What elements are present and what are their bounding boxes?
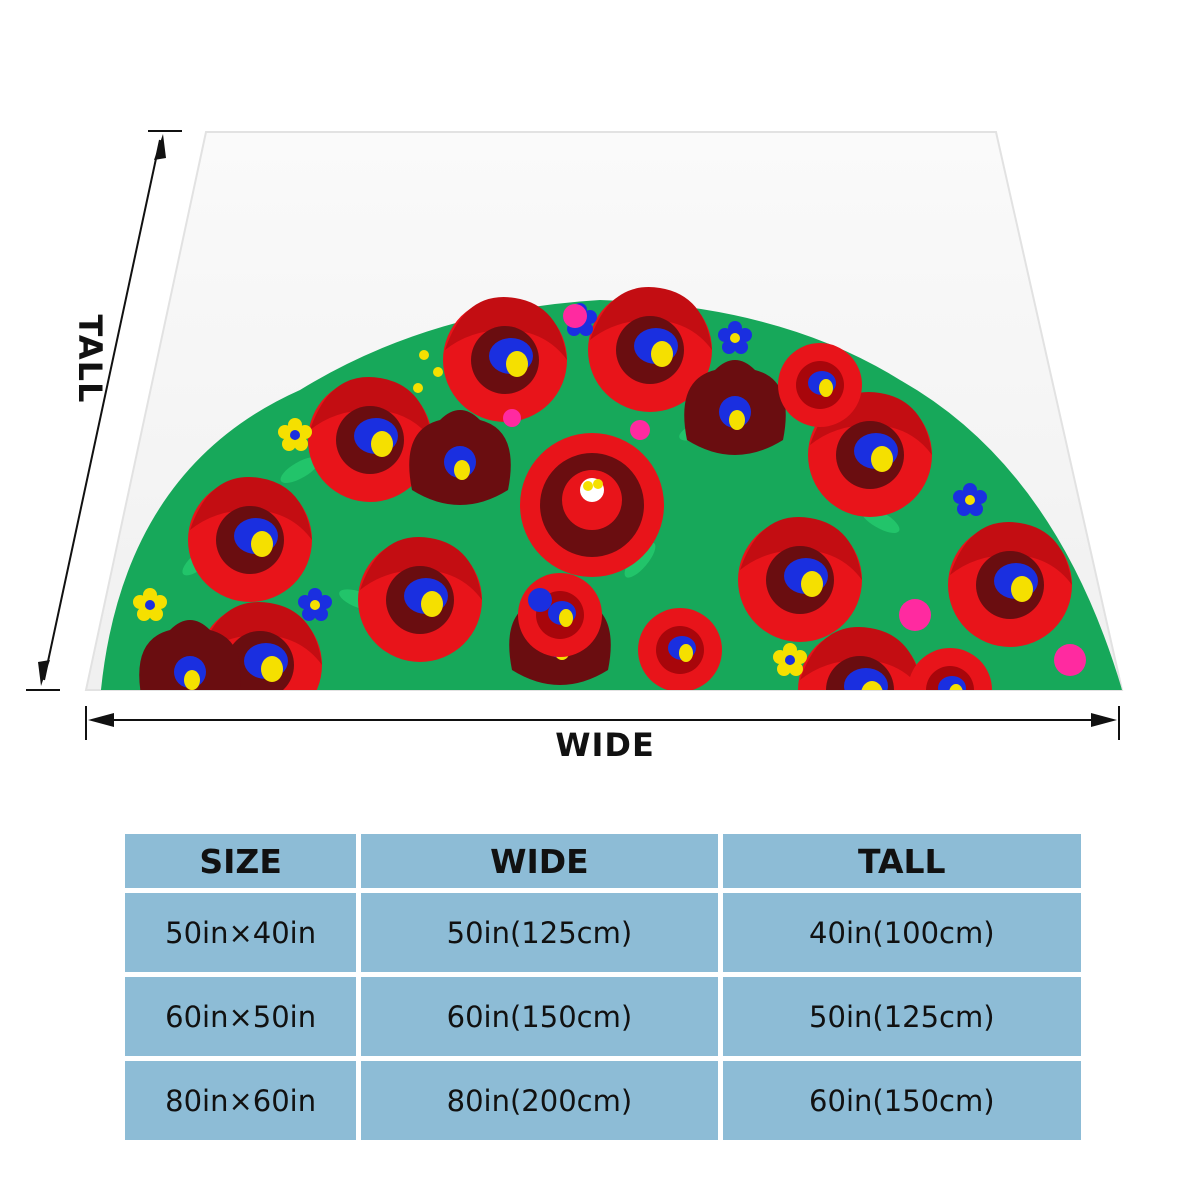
width-arrow	[85, 706, 1120, 740]
height-arrow	[26, 130, 182, 691]
table-row: 80in×60in 80in(200cm) 60in(150cm)	[125, 1061, 1081, 1140]
size-table: SIZE WIDE TALL 50in×40in 50in(125cm) 40i…	[120, 829, 1086, 1145]
size-cell: 50in×40in	[125, 893, 357, 972]
tall-cell: 50in(125cm)	[722, 977, 1081, 1056]
table-header-row: SIZE WIDE TALL	[125, 834, 1081, 888]
tall-cell: 60in(150cm)	[722, 1061, 1081, 1140]
wide-cell: 50in(125cm)	[361, 893, 718, 972]
tall-cell: 40in(100cm)	[722, 893, 1081, 972]
header-wide: WIDE	[361, 834, 718, 888]
floral-pattern	[100, 287, 1122, 690]
table-row: 60in×50in 60in(150cm) 50in(125cm)	[125, 977, 1081, 1056]
blanket-figure	[26, 130, 1124, 740]
tall-label: TALL	[71, 314, 109, 404]
size-cell: 80in×60in	[125, 1061, 357, 1140]
wide-cell: 60in(150cm)	[361, 977, 718, 1056]
header-tall: TALL	[722, 834, 1081, 888]
table-row: 50in×40in 50in(125cm) 40in(100cm)	[125, 893, 1081, 972]
header-size: SIZE	[125, 834, 357, 888]
size-cell: 60in×50in	[125, 977, 357, 1056]
wide-label: WIDE	[555, 726, 655, 764]
wide-cell: 80in(200cm)	[361, 1061, 718, 1140]
